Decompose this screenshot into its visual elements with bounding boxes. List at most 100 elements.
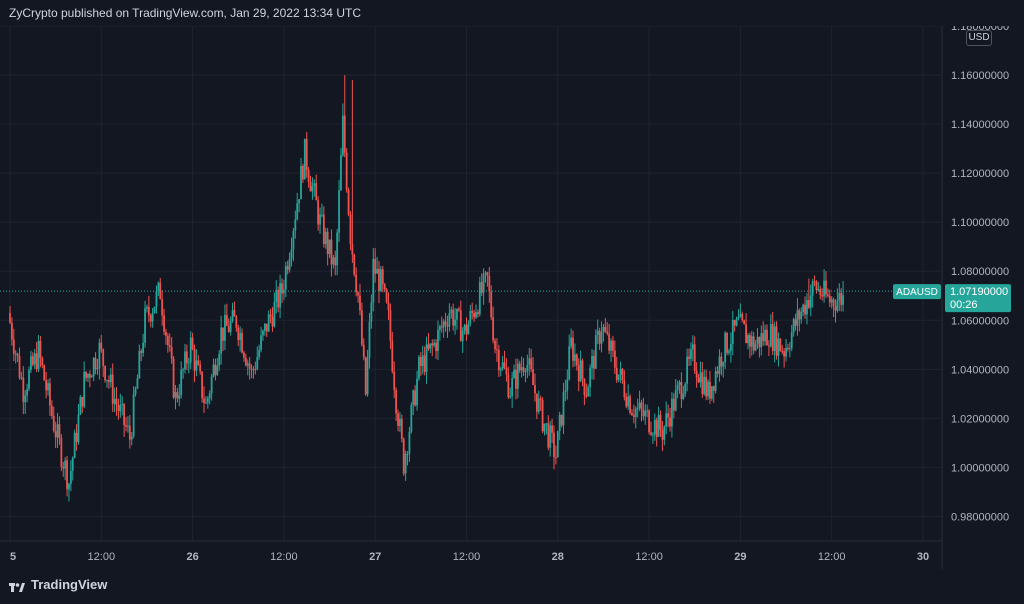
candle-body — [153, 306, 156, 313]
candle-body — [564, 390, 567, 393]
candle-body — [678, 382, 681, 385]
candle-body — [370, 302, 373, 322]
candle-body — [248, 363, 251, 369]
candle-body — [30, 356, 32, 371]
candle-body — [773, 326, 776, 351]
candle-body — [159, 282, 162, 300]
candle-body — [471, 310, 474, 313]
candle-body — [469, 310, 472, 324]
candle-body — [781, 351, 784, 353]
candle-body — [486, 272, 489, 276]
candle-body — [41, 358, 44, 366]
candle-body — [256, 357, 259, 370]
candle-body — [418, 356, 420, 379]
candle-body — [840, 292, 843, 305]
candle-body — [646, 410, 649, 412]
candle-body — [547, 423, 550, 448]
candle-body — [705, 376, 708, 397]
candle-body — [233, 310, 236, 317]
candle-body — [526, 364, 529, 372]
candle-body — [482, 274, 485, 293]
candle-body — [842, 295, 844, 305]
candle-body — [191, 337, 194, 350]
candle-body — [58, 424, 61, 439]
price-tick-label: 1.04000000 — [951, 364, 1009, 376]
candle-body — [608, 333, 611, 351]
candle-body — [383, 284, 386, 290]
axes: 1.180000001.160000001.140000001.12000000… — [0, 21, 1009, 569]
candle-body — [722, 361, 725, 367]
candle-body — [140, 350, 143, 353]
candle-body — [218, 353, 221, 366]
candle-body — [560, 414, 563, 426]
candle-body — [224, 314, 226, 341]
candle-body — [130, 436, 133, 440]
candle-body — [334, 257, 337, 266]
candle-body — [201, 371, 204, 399]
candle-body — [480, 282, 483, 293]
candle-body — [387, 302, 390, 311]
price-tick-label: 0.98000000 — [951, 511, 1009, 523]
candle-body — [106, 380, 108, 382]
candle-body — [178, 395, 181, 399]
candle-body — [433, 342, 436, 346]
candle-body — [98, 342, 101, 369]
candle-body — [195, 360, 198, 371]
candle-body — [69, 470, 72, 484]
candle-body — [594, 334, 597, 369]
candle-body — [690, 349, 692, 359]
candle-body — [267, 314, 270, 332]
price-tick-label: 1.14000000 — [951, 119, 1009, 131]
candle-body — [499, 368, 502, 371]
candle-body — [475, 312, 477, 318]
candle-body — [821, 295, 824, 297]
candle-body — [796, 310, 799, 326]
candle-body — [710, 386, 713, 399]
candle-body — [636, 408, 639, 410]
brand-label: TradingView — [31, 576, 108, 592]
candle-body — [579, 360, 582, 382]
candle-body — [830, 299, 833, 303]
candle-body — [364, 357, 367, 395]
candle-body — [450, 309, 453, 314]
candle-body — [589, 367, 592, 387]
candle-body — [701, 372, 704, 395]
candle-body — [225, 314, 228, 326]
candle-body — [108, 380, 110, 383]
candle-body — [598, 330, 601, 344]
candle-body — [756, 336, 759, 344]
candle-body — [347, 189, 350, 215]
tradingview-footer[interactable]: TradingView — [0, 569, 1024, 599]
candle-body — [102, 349, 105, 367]
candle-body — [305, 138, 308, 171]
candle-body — [246, 363, 249, 366]
candle-body — [699, 372, 702, 383]
candle-body — [454, 319, 456, 326]
candle-body — [199, 364, 202, 372]
candle-body — [210, 376, 213, 394]
candle-body — [477, 312, 479, 315]
candle-body — [336, 232, 339, 266]
candle-body — [75, 432, 78, 443]
candle-body — [686, 356, 689, 384]
candle-body — [416, 378, 418, 406]
candle-body — [800, 311, 803, 320]
candle-body — [518, 363, 521, 371]
candle-body — [729, 343, 732, 351]
candle-body — [779, 338, 782, 352]
currency-badge[interactable]: USD — [966, 30, 992, 46]
candle-body — [731, 320, 734, 344]
candle-body — [672, 398, 675, 411]
candle-body — [562, 392, 565, 426]
symbol-tag — [893, 284, 941, 300]
candle-body — [208, 393, 211, 399]
candle-body — [743, 320, 746, 325]
candle-body — [575, 354, 578, 366]
time-tick-label: 12:00 — [818, 551, 846, 563]
candle-body — [619, 368, 622, 375]
candle-body — [273, 302, 276, 327]
candle-body — [459, 310, 462, 342]
candle-body — [368, 321, 371, 358]
